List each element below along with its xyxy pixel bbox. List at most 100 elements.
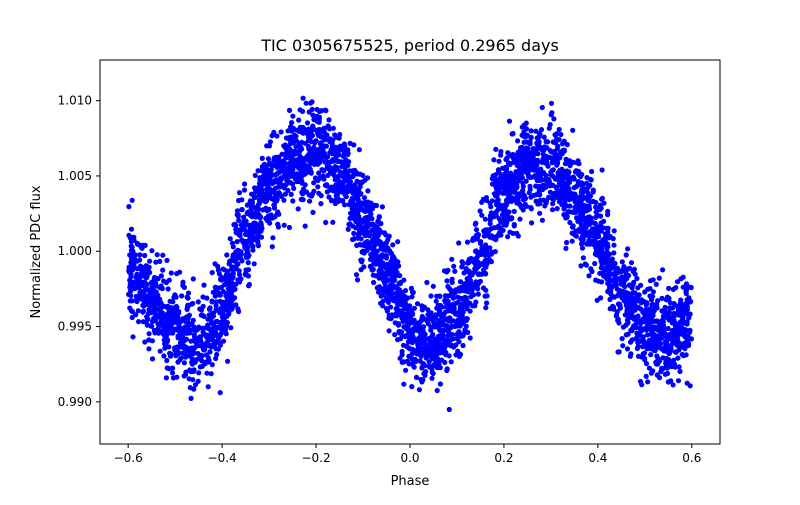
data-point xyxy=(409,361,415,367)
data-point xyxy=(393,290,399,296)
data-point xyxy=(483,305,489,311)
data-point xyxy=(208,337,214,343)
data-point xyxy=(208,320,215,326)
data-point xyxy=(385,297,391,303)
data-point xyxy=(247,234,253,240)
data-point xyxy=(246,281,252,288)
data-point xyxy=(278,175,284,181)
data-point xyxy=(421,333,427,339)
data-point xyxy=(367,244,373,250)
data-point xyxy=(579,171,585,178)
data-point xyxy=(619,336,625,342)
data-point xyxy=(200,303,206,309)
data-point xyxy=(625,266,631,272)
data-point xyxy=(650,340,656,346)
data-point xyxy=(383,240,389,246)
data-point xyxy=(682,284,689,290)
data-point xyxy=(500,176,506,182)
data-point xyxy=(377,228,383,234)
data-point xyxy=(253,206,259,212)
data-point xyxy=(318,201,324,207)
data-point xyxy=(227,258,233,265)
data-point xyxy=(551,116,557,122)
data-point xyxy=(307,198,313,204)
data-point xyxy=(468,255,474,262)
data-point xyxy=(645,379,651,385)
data-point xyxy=(536,139,542,145)
data-point xyxy=(332,177,338,183)
data-point xyxy=(419,379,425,385)
y-axis-label: Normalized PDC flux xyxy=(29,185,44,318)
data-point xyxy=(629,337,636,343)
data-point xyxy=(403,367,409,373)
data-point xyxy=(158,300,164,306)
data-point xyxy=(359,218,365,225)
data-point xyxy=(507,229,513,235)
data-point xyxy=(628,260,635,266)
data-point xyxy=(537,201,543,207)
data-point xyxy=(188,395,194,401)
data-point xyxy=(572,193,578,199)
data-point xyxy=(166,366,172,372)
data-point xyxy=(316,131,322,137)
data-point xyxy=(663,358,669,364)
data-point xyxy=(482,271,489,277)
data-point xyxy=(233,230,239,236)
data-point xyxy=(252,172,258,178)
data-point xyxy=(482,216,488,222)
data-point xyxy=(332,132,338,138)
data-point xyxy=(179,336,185,342)
data-point xyxy=(539,104,545,111)
data-point xyxy=(667,300,673,306)
data-point xyxy=(217,319,223,326)
data-point xyxy=(535,177,541,183)
data-point xyxy=(533,128,539,134)
data-point xyxy=(598,213,604,219)
data-point xyxy=(286,151,292,157)
data-point xyxy=(554,162,560,168)
data-point xyxy=(658,346,665,352)
data-point xyxy=(505,234,511,240)
data-point xyxy=(654,304,660,310)
data-point xyxy=(402,298,408,304)
data-point xyxy=(578,222,584,228)
x-tick-label: −0.4 xyxy=(208,451,237,465)
data-point xyxy=(498,152,504,158)
data-point xyxy=(510,130,516,137)
data-point xyxy=(593,225,600,231)
data-point xyxy=(487,234,493,240)
data-point xyxy=(687,383,693,389)
data-point xyxy=(422,341,428,347)
data-point xyxy=(518,145,524,151)
data-point xyxy=(505,180,511,186)
x-axis-label: Phase xyxy=(391,474,430,489)
data-point xyxy=(126,268,132,274)
data-point xyxy=(161,353,167,359)
data-point xyxy=(306,146,312,152)
data-point xyxy=(286,107,293,113)
data-point xyxy=(340,148,347,154)
data-point xyxy=(384,308,390,314)
data-point xyxy=(639,344,646,350)
data-point xyxy=(251,194,257,200)
data-point xyxy=(491,157,497,163)
data-point xyxy=(673,321,679,327)
data-point xyxy=(255,243,261,249)
data-point xyxy=(552,176,559,182)
data-point xyxy=(345,147,351,153)
data-point xyxy=(400,318,406,324)
data-point xyxy=(128,293,134,299)
data-point xyxy=(509,216,515,222)
data-point xyxy=(605,229,611,235)
data-point xyxy=(357,191,363,197)
data-point xyxy=(210,289,216,295)
data-point xyxy=(326,126,333,132)
data-point xyxy=(584,175,590,181)
data-point xyxy=(635,285,641,291)
data-point xyxy=(553,185,560,191)
data-point xyxy=(263,176,269,182)
data-point xyxy=(604,249,610,255)
data-point xyxy=(191,345,198,351)
data-point xyxy=(488,204,494,210)
data-point xyxy=(149,338,155,344)
